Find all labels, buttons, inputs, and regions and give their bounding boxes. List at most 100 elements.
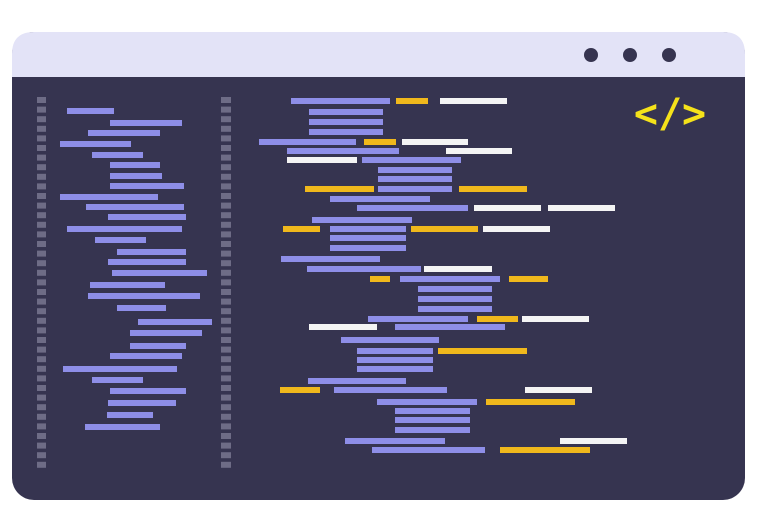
- code-line: [377, 399, 477, 405]
- window-dot: [584, 48, 598, 62]
- code-line: [395, 417, 470, 423]
- code-icon: </>: [634, 91, 706, 137]
- code-line: [291, 98, 390, 104]
- code-line: [130, 330, 202, 336]
- code-line: [287, 148, 399, 154]
- line-number-mark: [221, 154, 231, 161]
- code-line: [372, 447, 485, 453]
- line-number-mark: [37, 385, 46, 391]
- line-number-mark: [37, 346, 46, 353]
- code-line: [378, 167, 452, 173]
- line-number-mark: [221, 317, 231, 324]
- line-number-mark: [37, 394, 46, 401]
- line-number-mark: [221, 164, 231, 171]
- code-line: [60, 194, 158, 200]
- line-number-mark: [37, 97, 46, 103]
- code-line: [362, 157, 461, 163]
- line-number-mark: [221, 423, 231, 430]
- code-line: [334, 387, 447, 393]
- code-line: [378, 186, 452, 192]
- line-number-mark: [37, 461, 46, 468]
- code-line: [525, 387, 592, 393]
- window-dot: [662, 48, 676, 62]
- code-line: [309, 324, 377, 330]
- code-line: [108, 400, 176, 406]
- line-number-mark: [221, 241, 231, 247]
- line-number-mark: [37, 337, 46, 343]
- code-line: [560, 438, 627, 444]
- line-number-mark: [221, 231, 231, 238]
- code-line: [522, 316, 589, 322]
- line-number-mark: [37, 375, 46, 382]
- code-line: [110, 388, 186, 394]
- code-lines: [37, 97, 627, 468]
- code-line: [509, 276, 548, 282]
- code-line: [108, 214, 186, 220]
- code-line: [341, 337, 439, 343]
- line-number-mark: [37, 173, 46, 180]
- code-line: [88, 130, 160, 136]
- line-number-mark: [37, 164, 46, 171]
- code-line: [357, 205, 468, 211]
- code-line: [459, 186, 527, 192]
- line-number-mark: [37, 308, 46, 315]
- code-line: [548, 205, 615, 211]
- line-number-mark: [37, 423, 46, 430]
- code-line: [108, 259, 186, 265]
- line-number-mark: [37, 317, 46, 324]
- line-number-mark: [37, 442, 46, 449]
- line-number-mark: [221, 116, 231, 123]
- code-line: [395, 324, 505, 330]
- code-line: [402, 139, 468, 145]
- code-line: [110, 173, 162, 179]
- line-number-mark: [37, 202, 46, 209]
- title-bar: [12, 32, 745, 77]
- line-number-mark: [37, 298, 46, 305]
- code-line: [330, 226, 406, 232]
- code-line: [418, 286, 492, 292]
- code-line: [281, 256, 380, 262]
- line-number-mark: [221, 106, 231, 113]
- code-line: [395, 427, 470, 433]
- line-number-mark: [37, 145, 46, 151]
- code-line: [368, 316, 468, 322]
- line-number-mark: [221, 385, 231, 391]
- code-line: [330, 235, 406, 241]
- line-number-mark: [221, 145, 231, 151]
- code-line: [418, 296, 492, 302]
- code-line: [85, 424, 160, 430]
- line-number-mark: [37, 250, 46, 257]
- code-line: [424, 266, 492, 272]
- code-line: [67, 226, 182, 232]
- line-number-mark: [37, 269, 46, 276]
- line-number-mark: [37, 193, 46, 199]
- line-number-mark: [221, 97, 231, 103]
- line-number-mark: [221, 212, 231, 219]
- line-number-mark: [221, 404, 231, 411]
- code-line: [110, 162, 160, 168]
- line-number-mark: [221, 375, 231, 382]
- line-number-mark: [221, 135, 231, 142]
- code-line: [110, 353, 182, 359]
- line-number-mark: [37, 241, 46, 247]
- line-number-mark: [37, 327, 46, 334]
- line-number-mark: [221, 298, 231, 305]
- line-number-mark: [221, 442, 231, 449]
- code-line: [309, 109, 383, 115]
- line-number-mark: [37, 365, 46, 372]
- line-number-mark: [37, 289, 46, 295]
- code-line: [63, 366, 177, 372]
- code-line: [283, 226, 320, 232]
- line-number-mark: [221, 202, 231, 209]
- code-line: [500, 447, 590, 453]
- code-line: [307, 266, 421, 272]
- line-number-mark: [37, 106, 46, 113]
- code-line: [474, 205, 541, 211]
- line-number-mark: [221, 289, 231, 295]
- line-number-mark: [37, 231, 46, 238]
- line-number-mark: [221, 221, 231, 228]
- code-line: [110, 183, 184, 189]
- code-line: [364, 139, 396, 145]
- code-line: [440, 98, 507, 104]
